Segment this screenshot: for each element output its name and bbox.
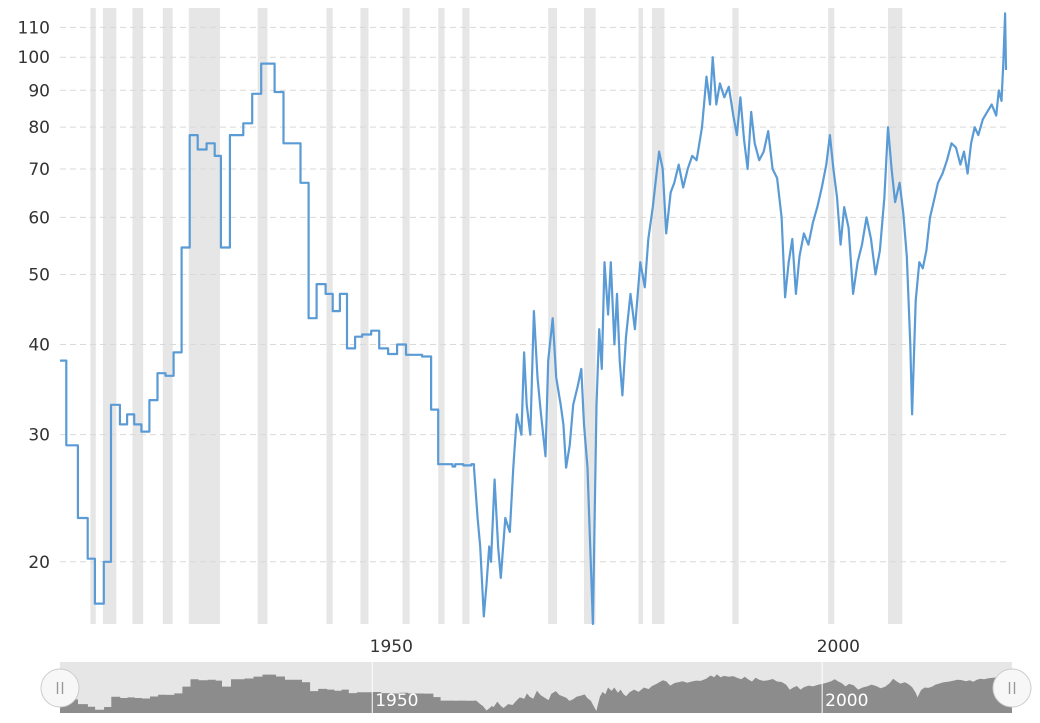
y-tick-label: 40: [28, 335, 50, 355]
navigator-label: 1950: [375, 691, 418, 711]
drag-grip-icon: [1008, 682, 1016, 694]
navigator-left-handle[interactable]: [40, 668, 80, 708]
y-axis-tick-labels: 20 30 40 50 60 70 80 90 100 110: [18, 18, 50, 572]
recession-band: [360, 8, 369, 624]
y-tick-label: 20: [28, 553, 50, 573]
x-axis: 1950 2000: [370, 637, 860, 657]
recession-band: [402, 8, 410, 624]
y-tick-label: 100: [18, 48, 50, 68]
y-tick-label: 50: [28, 266, 50, 286]
y-tick-label: 80: [28, 118, 50, 138]
series-line: [60, 62, 476, 605]
navigator-area: [60, 671, 1012, 713]
recession-band: [732, 8, 739, 624]
navigator-right-handle[interactable]: [992, 668, 1032, 708]
y-tick-label: 90: [28, 81, 50, 101]
recession-bands: [90, 8, 903, 624]
price-series: [60, 12, 1008, 626]
y-tick-label: 60: [28, 208, 50, 228]
y-tick-label: 30: [28, 426, 50, 446]
recession-band: [548, 8, 558, 624]
x-tick-label: 1950: [370, 637, 413, 657]
recession-band: [326, 8, 333, 624]
x-tick-label: 2000: [817, 637, 860, 657]
recession-band: [132, 8, 144, 624]
recession-band: [102, 8, 117, 624]
recession-band: [828, 8, 835, 624]
recession-band: [638, 8, 643, 624]
navigator-right-handle-knob[interactable]: [992, 668, 1032, 708]
recession-band: [583, 8, 596, 624]
drag-grip-icon: [56, 682, 64, 694]
recession-band: [651, 8, 665, 624]
recession-band: [257, 8, 268, 624]
recession-band: [90, 8, 96, 624]
recession-band: [438, 8, 445, 624]
y-tick-label: 70: [28, 160, 50, 180]
navigator-label: 2000: [825, 691, 868, 711]
recession-band: [887, 8, 903, 624]
navigator[interactable]: 1950 2000: [40, 662, 1032, 713]
y-tick-label: 110: [18, 18, 50, 38]
recession-band: [462, 8, 470, 624]
navigator-left-handle-knob[interactable]: [40, 668, 80, 708]
series-line: [472, 12, 1008, 626]
recession-band: [188, 8, 221, 624]
recession-band: [162, 8, 173, 624]
